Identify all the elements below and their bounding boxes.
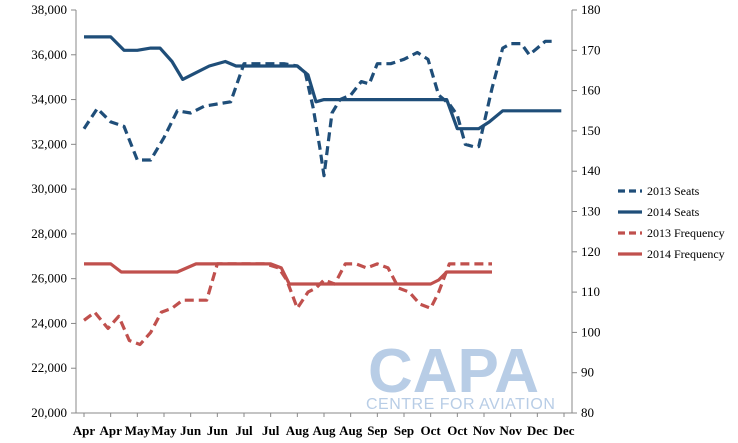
right-tick-label: 140 bbox=[581, 163, 601, 178]
x-tick-label: Apr bbox=[99, 423, 122, 438]
x-axis-ticks: Apr Apr May May Jun Jun Jul Jul Aug Aug Aug Sep Sep O… bbox=[73, 413, 575, 438]
left-tick-label: 28,000 bbox=[31, 226, 67, 241]
series-line-2014-seats bbox=[84, 35, 562, 131]
left-tick-label: 22,000 bbox=[31, 360, 67, 375]
series-line-2013-seats bbox=[82, 39, 554, 178]
x-tick-label: Oct bbox=[447, 423, 468, 438]
x-tick-label: Sep bbox=[394, 423, 414, 438]
left-tick-label: 34,000 bbox=[31, 92, 67, 107]
x-tick-label: Jul bbox=[262, 423, 280, 438]
right-axis-ticks: 80 90 100 110 120 130 140 150 160 170 180 bbox=[572, 2, 601, 420]
left-tick-label: 38,000 bbox=[31, 2, 67, 17]
x-tick-label: Aug bbox=[312, 423, 336, 438]
left-axis-ticks: 20,000 22,000 24,000 26,000 28,000 30,000 32,0… bbox=[31, 2, 76, 420]
right-tick-label: 180 bbox=[581, 2, 601, 17]
right-tick-label: 150 bbox=[581, 123, 601, 138]
legend-label: 2014 Frequency bbox=[647, 247, 725, 261]
x-tick-label: Aug bbox=[286, 423, 310, 438]
left-tick-label: 30,000 bbox=[31, 181, 67, 196]
x-tick-label: Jun bbox=[180, 423, 202, 438]
x-tick-label: May bbox=[151, 423, 177, 438]
x-tick-label: Jul bbox=[235, 423, 253, 438]
series-lines bbox=[82, 35, 562, 347]
series-line-2013-frequency bbox=[83, 262, 492, 347]
watermark-brand: CAPA bbox=[368, 337, 539, 406]
x-tick-label: Aug bbox=[339, 423, 363, 438]
right-tick-label: 90 bbox=[581, 365, 594, 380]
right-tick-label: 170 bbox=[581, 42, 601, 57]
series-line-2014-frequency bbox=[84, 262, 492, 286]
x-tick-label: Nov bbox=[473, 423, 496, 438]
left-tick-label: 20,000 bbox=[31, 405, 67, 420]
right-tick-label: 110 bbox=[581, 284, 600, 299]
x-tick-label: Oct bbox=[421, 423, 442, 438]
watermark-subtitle: CENTRE FOR AVIATION bbox=[366, 396, 555, 413]
legend-label: 2013 Seats bbox=[647, 184, 700, 198]
x-tick-label: Apr bbox=[73, 423, 96, 438]
legend-label: 2014 Seats bbox=[647, 205, 700, 219]
x-tick-label: Dec bbox=[554, 423, 575, 438]
right-tick-label: 160 bbox=[581, 83, 601, 98]
x-tick-label: Sep bbox=[367, 423, 387, 438]
legend-label: 2013 Frequency bbox=[647, 226, 725, 240]
right-tick-label: 120 bbox=[581, 244, 601, 259]
left-tick-label: 32,000 bbox=[31, 136, 67, 151]
x-tick-label: Dec bbox=[527, 423, 548, 438]
x-tick-label: Jun bbox=[207, 423, 229, 438]
left-tick-label: 24,000 bbox=[31, 315, 67, 330]
left-tick-label: 26,000 bbox=[31, 271, 67, 286]
left-tick-label: 36,000 bbox=[31, 47, 67, 62]
legend: 2013 Seats 2014 Seats 2013 Frequency 2014 F… bbox=[618, 184, 725, 261]
x-tick-label: Nov bbox=[499, 423, 522, 438]
right-tick-label: 80 bbox=[581, 405, 594, 420]
right-tick-label: 130 bbox=[581, 204, 601, 219]
right-tick-label: 100 bbox=[581, 324, 601, 339]
x-tick-label: May bbox=[125, 423, 151, 438]
capa-watermark: CAPA CENTRE FOR AVIATION bbox=[366, 337, 555, 413]
